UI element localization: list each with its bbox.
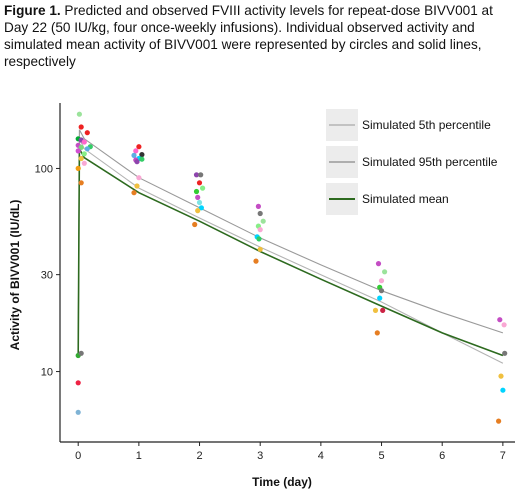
observed-point xyxy=(256,236,262,242)
observed-point xyxy=(81,151,87,157)
observed-point xyxy=(377,295,383,301)
observed-point xyxy=(382,269,388,275)
observed-point xyxy=(498,373,504,379)
observed-point xyxy=(75,409,81,415)
observed-point xyxy=(139,156,145,162)
observed-point xyxy=(372,307,379,313)
observed-point xyxy=(257,246,263,252)
figure-caption-text: Predicted and observed FVIII activity le… xyxy=(4,3,493,69)
chart-axes: 0 1 2 3 4 5 6 7 10 30 100 xyxy=(35,103,515,462)
observed-point xyxy=(131,152,137,158)
observed-point xyxy=(501,322,507,328)
observed-point xyxy=(198,205,204,211)
x-tick-label: 0 xyxy=(75,450,81,462)
x-tick-label: 7 xyxy=(500,450,506,462)
observed-point xyxy=(136,144,142,150)
observed-point xyxy=(134,159,140,165)
observed-points xyxy=(75,111,508,424)
observed-point xyxy=(374,330,380,336)
y-tick-label: 100 xyxy=(35,163,53,175)
figure-label: Figure 1. xyxy=(4,3,61,18)
observed-point xyxy=(375,261,382,267)
observed-point xyxy=(260,218,266,224)
observed-point xyxy=(76,111,82,117)
observed-point xyxy=(134,183,140,189)
observed-point xyxy=(193,188,200,195)
observed-point xyxy=(198,172,204,178)
x-tick-label: 5 xyxy=(378,450,384,462)
x-axis-title: Time (day) xyxy=(252,475,312,489)
observed-point xyxy=(81,139,87,145)
legend-label: Simulated mean xyxy=(362,192,449,206)
observed-point xyxy=(131,190,137,196)
y-tick-label: 10 xyxy=(41,367,53,379)
series-line-p5 xyxy=(77,138,504,364)
observed-point xyxy=(139,152,145,158)
x-tick-label: 3 xyxy=(257,450,263,462)
y-axis-title: Activity of BIVV001 (IU/dL) xyxy=(8,200,22,351)
observed-point xyxy=(196,199,203,206)
y-tick-label: 30 xyxy=(41,270,53,282)
observed-point xyxy=(75,165,81,171)
observed-point xyxy=(380,307,386,313)
series-line-p95 xyxy=(77,129,504,356)
x-tick-label: 2 xyxy=(196,450,202,462)
observed-point xyxy=(257,210,263,217)
observed-point xyxy=(195,208,201,214)
legend-label: Simulated 95th percentile xyxy=(362,155,498,169)
observed-point xyxy=(78,350,84,356)
observed-point xyxy=(255,203,261,209)
observed-point xyxy=(196,180,203,186)
observed-point xyxy=(78,180,84,186)
observed-point xyxy=(133,148,139,154)
observed-point xyxy=(378,278,385,284)
observed-point xyxy=(78,155,84,162)
observed-point xyxy=(253,258,259,264)
legend-label: Simulated 5th percentile xyxy=(362,118,491,132)
observed-point xyxy=(78,124,84,130)
observed-point xyxy=(502,350,508,356)
observed-point xyxy=(78,144,84,150)
observed-point xyxy=(136,175,142,181)
observed-point xyxy=(378,288,385,294)
observed-point xyxy=(500,387,506,393)
observed-point xyxy=(193,172,200,178)
observed-point xyxy=(75,148,81,154)
figure-caption: Figure 1. Predicted and observed FVIII a… xyxy=(4,2,514,70)
observed-point xyxy=(192,221,198,228)
legend: Simulated 5th percentile Simulated 95th p… xyxy=(326,109,498,215)
x-tick-label: 1 xyxy=(136,450,142,462)
observed-point xyxy=(81,160,87,166)
x-tick-label: 4 xyxy=(318,450,324,462)
observed-point xyxy=(84,130,90,136)
x-tick-label: 6 xyxy=(439,450,445,462)
observed-point xyxy=(497,317,503,323)
observed-point xyxy=(84,146,90,152)
observed-point xyxy=(257,227,263,233)
observed-point xyxy=(195,194,201,200)
observed-point xyxy=(496,418,502,424)
observed-point xyxy=(200,185,206,191)
observed-point xyxy=(75,380,81,386)
